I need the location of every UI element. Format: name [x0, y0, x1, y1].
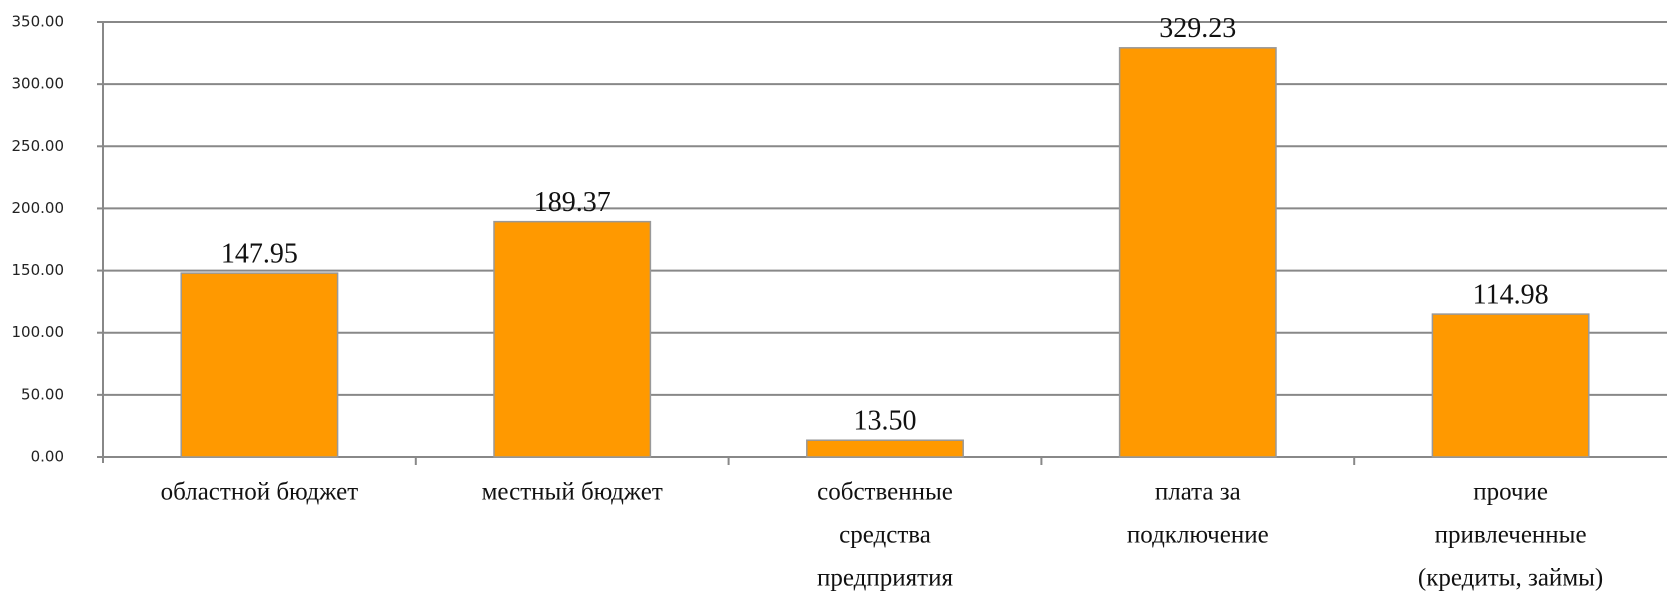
y-tick-label: 0.00	[31, 448, 64, 466]
x-tick-label: собственные средства предприятия	[817, 479, 953, 592]
y-tick-label: 250.00	[12, 137, 65, 155]
bar	[1431, 313, 1590, 458]
y-tick-label: 300.00	[12, 75, 65, 93]
y-tick-label: 150.00	[12, 261, 65, 279]
data-label: 147.95	[221, 239, 298, 270]
x-tick-label: местный бюджет	[482, 479, 663, 506]
y-tick-label: 50.00	[21, 385, 64, 403]
data-label: 13.50	[854, 406, 917, 437]
x-tick-label-line: подключение	[1127, 522, 1269, 549]
x-tick-label-line: (кредиты, займы)	[1418, 565, 1603, 592]
bar	[1118, 47, 1277, 458]
bar	[806, 439, 964, 458]
y-tick-label: 200.00	[12, 199, 65, 217]
y-tick-label: 100.00	[12, 323, 65, 341]
x-tick-label-line: областной бюджет	[161, 479, 359, 506]
y-tick-label: 350.00	[12, 13, 65, 31]
x-tick-label: областной бюджет	[161, 479, 359, 506]
data-label: 189.37	[534, 187, 611, 218]
x-tick-label-line: прочие	[1473, 479, 1548, 506]
bar	[493, 220, 652, 458]
x-tick-label-line: собственные	[817, 479, 953, 506]
x-tick-label: плата за подключение	[1127, 479, 1269, 549]
data-label: 114.98	[1473, 280, 1549, 311]
x-tick-label-line: местный бюджет	[482, 479, 663, 506]
x-tick-label: прочие привлеченные (кредиты, займы)	[1418, 479, 1603, 592]
x-tick-label-line: привлеченные	[1435, 522, 1587, 549]
data-label: 329.23	[1159, 13, 1236, 44]
x-tick-label-line: плата за	[1155, 479, 1241, 506]
x-tick-label-line: предприятия	[817, 565, 953, 592]
x-tick-label-line: средства	[839, 522, 931, 549]
bar	[180, 272, 339, 458]
